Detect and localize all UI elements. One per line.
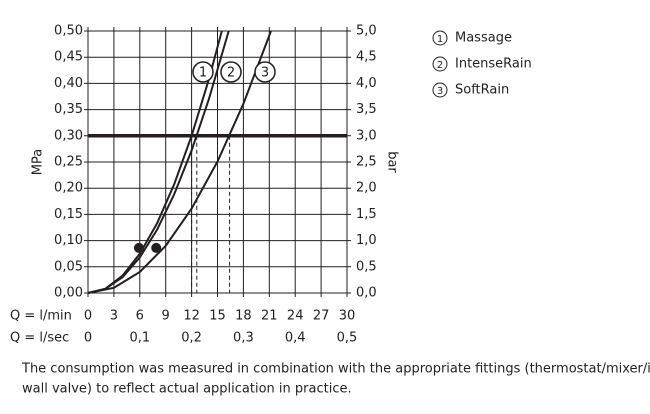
x-tick-label: 15 bbox=[209, 309, 226, 324]
curve-label: 2 bbox=[227, 66, 235, 81]
x2-tick-label: 0,2 bbox=[181, 331, 202, 346]
x2-tick-label: 0 bbox=[84, 331, 92, 346]
x-tick-label: 18 bbox=[235, 309, 252, 324]
x-tick-label: 27 bbox=[313, 309, 330, 324]
point bbox=[151, 242, 162, 253]
legend-number: 3 bbox=[437, 86, 443, 97]
y2-tick-label: 3,5 bbox=[356, 102, 377, 117]
legend-entry: Massage bbox=[455, 31, 512, 46]
y2-tick-label: 5,0 bbox=[356, 24, 377, 39]
y2-tick-label: 4,0 bbox=[356, 76, 377, 91]
y2-tick-label: 2,5 bbox=[356, 155, 377, 170]
legend-circle bbox=[432, 30, 448, 46]
y2-tick-label: 0,5 bbox=[356, 259, 377, 274]
y-tick-label: 0,45 bbox=[54, 50, 83, 65]
legend-entry: SoftRain bbox=[455, 83, 509, 98]
curve bbox=[87, 30, 272, 294]
y-tick-label: 0,35 bbox=[54, 102, 83, 117]
x-tick-label: 0 bbox=[84, 309, 92, 324]
y2-axis-label: bar bbox=[385, 151, 400, 173]
x-tick-label: 6 bbox=[136, 309, 144, 324]
y-tick-label: 0,40 bbox=[54, 76, 83, 91]
legend-circle bbox=[432, 82, 448, 98]
footer-line: wall valve) to reflect actual applicatio… bbox=[22, 382, 352, 397]
x-row-label: Q = l/min bbox=[10, 309, 72, 324]
y-axis-label: MPa bbox=[31, 149, 46, 175]
y-tick-label: 0,10 bbox=[54, 233, 83, 248]
y-tick-label: 0,50 bbox=[54, 24, 83, 39]
y2-tick-label: 0,0 bbox=[356, 286, 377, 301]
legend-entry: IntenseRain bbox=[455, 57, 532, 72]
x2-row-label: Q = l/sec bbox=[10, 331, 69, 346]
legend-number: 1 bbox=[437, 34, 443, 45]
curve-label-circle bbox=[192, 61, 214, 83]
y2-tick-label: 3,0 bbox=[356, 128, 377, 143]
point bbox=[133, 242, 144, 253]
legend-circle bbox=[432, 56, 448, 72]
x2-tick-label: 0,4 bbox=[285, 331, 306, 346]
x-tick-label: 24 bbox=[287, 309, 304, 324]
y-tick-label: 0,00 bbox=[54, 286, 83, 301]
y-tick-label: 0,25 bbox=[54, 155, 83, 170]
x-tick-label: 21 bbox=[261, 309, 278, 324]
y-tick-label: 0,15 bbox=[54, 207, 83, 222]
curve-label-circle bbox=[254, 61, 276, 83]
legend-number: 2 bbox=[437, 60, 443, 71]
y2-tick-label: 1,5 bbox=[356, 207, 377, 222]
y-tick-label: 0,20 bbox=[54, 181, 83, 196]
curve-label-circle bbox=[220, 61, 242, 83]
y-tick-label: 0,05 bbox=[54, 259, 83, 274]
x2-tick-label: 0,1 bbox=[129, 331, 150, 346]
x-tick-label: 30 bbox=[339, 309, 356, 324]
footer-line: The consumption was measured in combinat… bbox=[21, 362, 650, 377]
y2-tick-label: 2,0 bbox=[356, 181, 377, 196]
x-tick-label: 3 bbox=[110, 309, 118, 324]
x2-tick-label: 0,3 bbox=[233, 331, 254, 346]
y2-tick-label: 4,5 bbox=[356, 50, 377, 65]
y2-tick-label: 1,0 bbox=[356, 233, 377, 248]
curve-label: 3 bbox=[261, 66, 269, 81]
curve-label: 1 bbox=[199, 66, 207, 81]
x2-tick-label: 0,5 bbox=[337, 331, 358, 346]
x-tick-label: 9 bbox=[162, 309, 170, 324]
x-tick-label: 12 bbox=[183, 309, 200, 324]
y-tick-label: 0,30 bbox=[54, 128, 83, 143]
curve bbox=[87, 30, 230, 294]
